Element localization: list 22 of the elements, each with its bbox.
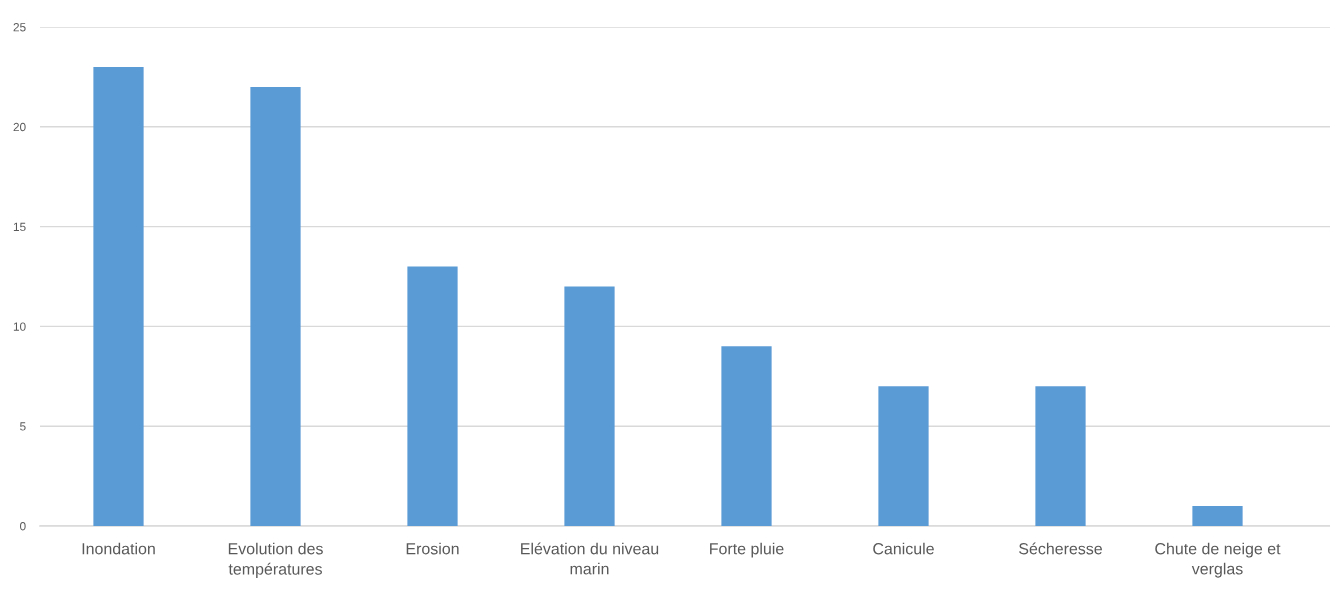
bar [407,266,458,526]
bar [1035,386,1086,526]
bar [93,66,144,526]
x-tick-label: Forte pluie [710,542,784,558]
y-tick-label: 25 [13,23,26,32]
x-tick-label: Sécheresse [1019,542,1102,555]
x-tick-label: Elévation du niveau marin [521,542,659,575]
y-tick-label: 15 [13,222,26,231]
bar [1192,506,1243,526]
x-tick-label: Evolution des températures [228,542,323,578]
x-tick-label: Canicule [873,542,934,555]
x-tick-label: Chute de neige et verglas [1155,542,1281,578]
bar [564,286,615,526]
y-tick-label: 0 [20,522,26,531]
x-tick-label: Erosion [406,542,459,555]
y-tick-label: 20 [13,122,26,132]
bar [721,346,772,526]
y-tick-label: 5 [20,422,26,431]
bar [250,86,301,526]
x-tick-label: Inondation [82,542,155,555]
bar [878,386,929,526]
y-tick-label: 10 [13,322,26,331]
